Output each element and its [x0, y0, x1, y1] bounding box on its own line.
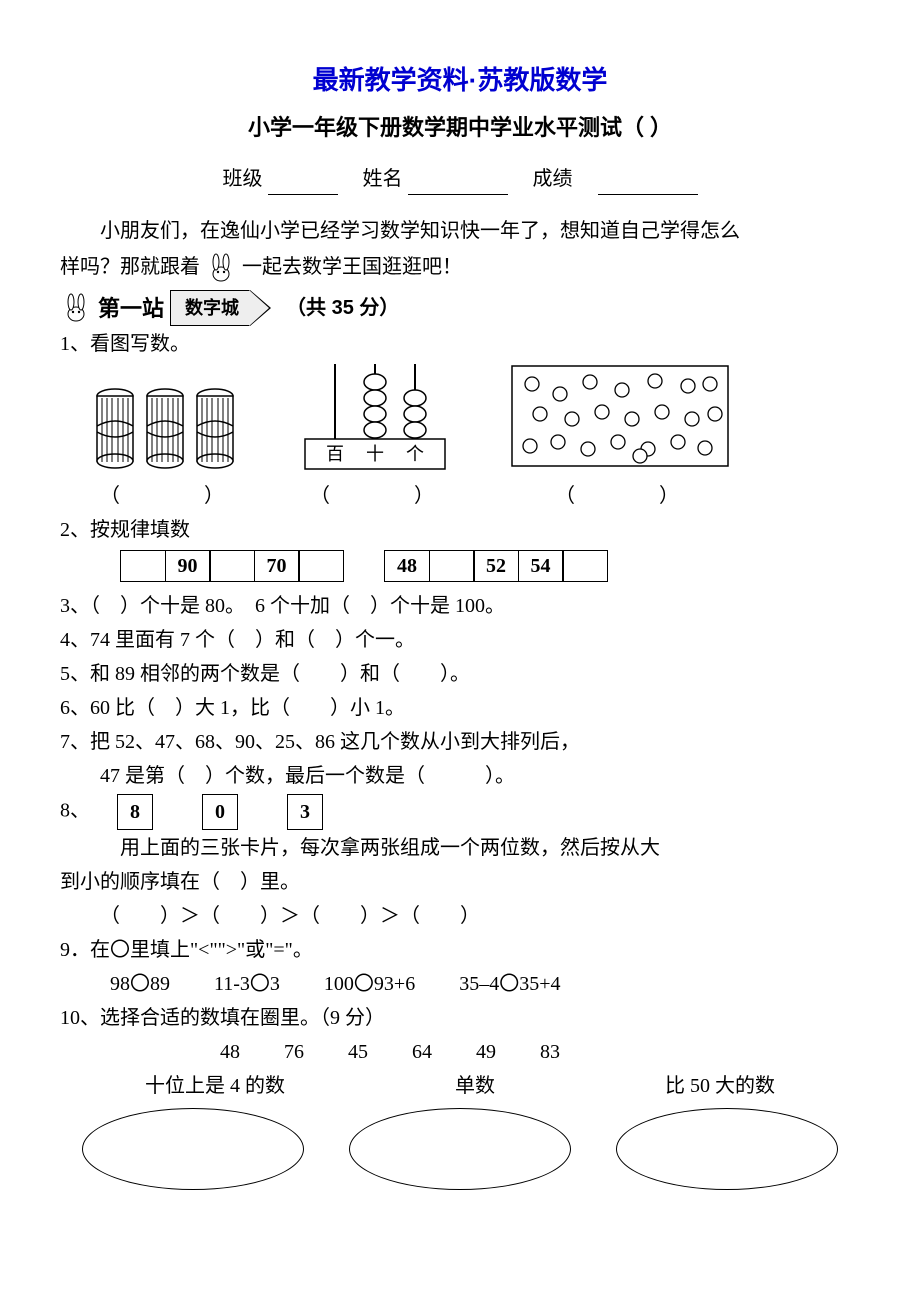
q8-label: 8、: [60, 800, 90, 822]
station-1-arrow: 数字城: [170, 290, 250, 326]
class-blank[interactable]: [268, 174, 338, 195]
q1-figures: （ ） 百 十 个 （ ）: [90, 364, 860, 512]
title-main: 最新教学资料·苏教版数学: [60, 60, 860, 102]
seq-cell: 90: [165, 550, 211, 582]
q1-fig-abacus: 百 十 个 （ ）: [290, 364, 460, 512]
q10-cat: 比 50 大的数: [665, 1070, 775, 1102]
q1-fig-box: （ ）: [510, 364, 730, 512]
q10-numbers: 48 76 45 64 49 83: [220, 1036, 860, 1068]
q9-item[interactable]: 35–4〇35+4: [459, 968, 560, 1000]
circles-box-icon: [510, 364, 730, 474]
q2-seq-a[interactable]: 90 70: [120, 550, 344, 582]
q8-text1: 用上面的三张卡片，每次拿两张组成一个两位数，然后按从大: [120, 837, 660, 859]
q5: 5、和 89 相邻的两个数是（ ）和（ ）。: [60, 658, 860, 690]
intro-text-2a: 样吗？那就跟着: [60, 256, 200, 278]
q10-num: 83: [540, 1036, 560, 1068]
abacus-icon: 百 十 个: [290, 364, 460, 474]
q7-line2: 47 是第（ ）个数，最后一个数是（ ）。: [60, 760, 860, 792]
abacus-h-label: 百: [326, 444, 344, 464]
name-label: 姓名: [363, 168, 403, 190]
class-label: 班级: [223, 168, 263, 190]
seq-cell: 48: [384, 550, 430, 582]
q2-sequences: 90 70 48 52 54: [120, 550, 860, 582]
q10-oval[interactable]: [616, 1108, 838, 1190]
seq-cell: 54: [518, 550, 564, 582]
card: 8: [117, 794, 153, 830]
q10-num: 48: [220, 1036, 240, 1068]
q7-line1: 7、把 52、47、68、90、25、86 这几个数从小到大排列后，: [60, 726, 860, 758]
q8-line2: 到小的顺序填在（ ）里。: [60, 866, 860, 898]
q10-num: 45: [348, 1036, 368, 1068]
intro-text-2b: 一起去数学王国逛逛吧！: [242, 256, 462, 278]
card: 3: [287, 794, 323, 830]
q8-row: 8、 8 0 3: [60, 794, 860, 830]
q8-line1: 用上面的三张卡片，每次拿两张组成一个两位数，然后按从大: [60, 832, 860, 864]
bundles-icon: [90, 384, 240, 474]
seq-cell: 70: [254, 550, 300, 582]
seq-cell[interactable]: [209, 550, 255, 582]
seq-cell[interactable]: [298, 550, 344, 582]
intro-text-1: 小朋友们，在逸仙小学已经学习数学知识快一年了，想知道自己学得怎么: [100, 220, 740, 242]
seq-cell: 52: [473, 550, 519, 582]
rabbit-icon-2: [60, 292, 92, 324]
score-blank[interactable]: [598, 174, 698, 195]
seq-cell[interactable]: [429, 550, 475, 582]
q3: 3、（ ）个十是 80。 6 个十加（ ）个十是 100。: [60, 590, 860, 622]
score-label: 成绩: [533, 168, 573, 190]
q1-label: 1、看图写数。: [60, 328, 860, 360]
seq-cell[interactable]: [562, 550, 608, 582]
q10-label: 10、选择合适的数填在圈里。（9 分）: [60, 1002, 860, 1034]
station-1-score: （共 35 分）: [286, 292, 399, 324]
q10-num: 64: [412, 1036, 432, 1068]
q6: 6、60 比（ ）大 1，比（ ）小 1。: [60, 692, 860, 724]
title-sub: 小学一年级下册数学期中学业水平测试（ ）: [60, 110, 860, 145]
student-info-line: 班级 姓名 成绩: [60, 163, 860, 195]
name-blank[interactable]: [408, 174, 508, 195]
q10-num: 49: [476, 1036, 496, 1068]
q1-ans-1[interactable]: （ ）: [90, 480, 240, 512]
station-1-row: 第一站 数字城 （共 35 分）: [60, 290, 860, 326]
q10-oval[interactable]: [82, 1108, 304, 1190]
q10-num: 76: [284, 1036, 304, 1068]
q9-item[interactable]: 100〇93+6: [324, 968, 415, 1000]
q9-item[interactable]: 98〇89: [110, 968, 170, 1000]
q2-label: 2、按规律填数: [60, 514, 860, 546]
abacus-o-label: 个: [406, 444, 424, 464]
card: 0: [202, 794, 238, 830]
q10-oval[interactable]: [349, 1108, 571, 1190]
intro-line2: 样吗？那就跟着 一起去数学王国逛逛吧！: [60, 251, 860, 284]
q4: 4、74 里面有 7 个（ ）和（ ）个一。: [60, 624, 860, 656]
q9-items: 98〇89 11-3〇3 100〇93+6 35–4〇35+4: [110, 968, 860, 1000]
rabbit-icon: [205, 252, 237, 284]
intro-line1: 小朋友们，在逸仙小学已经学习数学知识快一年了，想知道自己学得怎么: [60, 215, 860, 247]
q1-ans-2[interactable]: （ ）: [290, 480, 460, 512]
q1-fig-bundles: （ ）: [90, 384, 240, 512]
seq-cell[interactable]: [120, 550, 166, 582]
abacus-t-label: 十: [366, 444, 384, 464]
q10-cat: 单数: [455, 1070, 495, 1102]
q8-line3[interactable]: （ ）＞（ ）＞（ ）＞（ ）: [60, 900, 860, 932]
q9-label: 9．在〇里填上"<"">"或"="。: [60, 934, 860, 966]
q2-seq-b[interactable]: 48 52 54: [384, 550, 608, 582]
q10-categories: 十位上是 4 的数 单数 比 50 大的数: [60, 1070, 860, 1102]
q10-ovals: [60, 1108, 860, 1190]
q9-item[interactable]: 11-3〇3: [214, 968, 280, 1000]
q1-ans-3[interactable]: （ ）: [510, 480, 730, 512]
q10-cat: 十位上是 4 的数: [145, 1070, 285, 1102]
station-1-label: 第一站: [98, 291, 164, 326]
